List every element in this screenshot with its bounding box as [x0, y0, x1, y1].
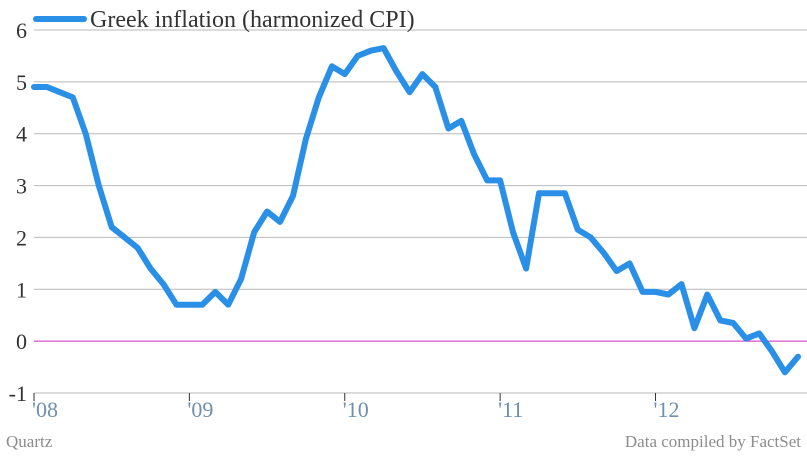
gridlines [34, 29, 807, 394]
series-group [31, 45, 801, 376]
source-credit-right: Data compiled by FactSet [625, 432, 801, 451]
legend-label: Greek inflation (harmonized CPI) [90, 7, 415, 33]
source-credit-left: Quartz [6, 432, 53, 451]
y-tick-label: 6 [16, 18, 27, 43]
x-tick-label: '10 [343, 397, 369, 422]
legend: Greek inflation (harmonized CPI) [33, 7, 415, 33]
y-tick-label: -1 [9, 381, 27, 406]
y-tick-label: 4 [16, 122, 27, 147]
y-tick-label: 3 [16, 174, 27, 199]
x-tick-label: '09 [187, 397, 213, 422]
y-axis-ticks: 6 5 4 3 2 1 0 -1 [9, 18, 27, 406]
x-tick-label: '08 [32, 397, 58, 422]
series-line-greek-inflation [31, 45, 801, 376]
y-tick-label: 0 [16, 329, 27, 354]
x-tick-label: '11 [498, 397, 523, 422]
x-axis-ticks: '08 '09 '10 '11 '12 [32, 393, 679, 422]
y-tick-label: 5 [16, 70, 27, 95]
y-tick-label: 1 [16, 277, 27, 302]
y-tick-label: 2 [16, 225, 27, 250]
x-tick-label: '12 [654, 397, 680, 422]
